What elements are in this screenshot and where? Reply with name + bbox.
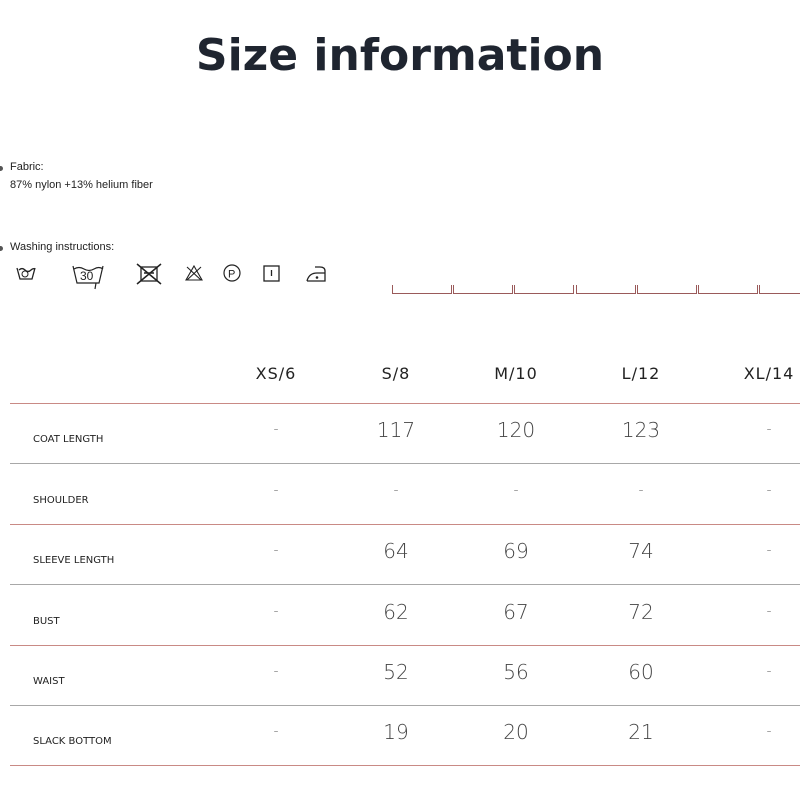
iron-low-icon [306,266,326,282]
table-cell: - [393,481,399,498]
table-cell: - [273,602,279,619]
column-header: L/12 [621,364,661,383]
table-cell: 117 [376,418,416,442]
column-header: XS/6 [255,364,297,383]
svg-text:30: 30 [80,269,94,283]
row-divider [10,403,800,405]
washing-label: Washing instructions: [10,241,115,253]
column-header: S/8 [381,364,411,383]
table-cell: 120 [496,418,536,442]
table-cell: - [273,481,279,498]
row-divider [10,645,800,647]
column-header: XL/14 [743,364,795,383]
table-cell: - [766,723,772,739]
table-cell: - [766,602,772,619]
table-cell: - [513,481,519,498]
tab-strip-decoration [392,285,800,297]
row-label: SHOULDER [33,494,89,506]
table-cell: 21 [628,720,654,744]
table-cell: - [273,723,279,739]
table-cell: 72 [628,599,654,624]
table-cell: 56 [503,660,529,684]
row-label: SLEEVE LENGTH [33,555,115,566]
do-not-tumble-dry-icon [136,263,162,285]
table-cell: - [273,421,279,437]
svg-text:P: P [228,269,235,281]
bullet-icon [0,246,3,251]
table-cell: 52 [383,660,409,684]
table-cell: 20 [503,720,529,744]
dry-clean-p-icon: P [223,264,241,282]
row-label: WAIST [33,676,65,687]
do-not-bleach-icon [185,264,203,281]
table-cell: 19 [383,720,409,744]
table-cell: 69 [503,539,529,563]
fabric-label: Fabric: [10,161,44,173]
table-cell: 60 [628,660,654,684]
row-label: SLACK BOTTOM [33,736,112,747]
table-cell: - [766,421,772,437]
row-divider [10,705,800,707]
table-cell: 123 [621,418,661,442]
table-cell: - [273,663,279,679]
row-divider [10,463,800,465]
page-title: Size information [195,30,605,81]
table-cell: - [638,481,644,498]
table-cell: 64 [383,539,409,563]
row-label: COAT LENGTH [33,434,104,445]
row-divider [10,584,800,586]
column-header: M/10 [494,364,538,383]
fabric-value: 87% nylon +13% helium fiber [10,179,153,191]
table-cell: - [766,542,772,558]
row-label: BUST [33,615,60,627]
row-divider [10,765,800,767]
wash-30-icon: 30 [72,265,104,290]
hand-wash-icon [16,267,36,280]
row-divider [10,524,800,526]
table-cell: 74 [628,539,654,563]
table-cell: - [766,663,772,679]
table-cell: - [273,542,279,558]
table-cell: 67 [503,599,529,624]
bullet-icon [0,166,3,171]
table-cell: - [766,481,772,498]
line-dry-icon [263,265,280,282]
table-cell: 62 [383,599,409,624]
